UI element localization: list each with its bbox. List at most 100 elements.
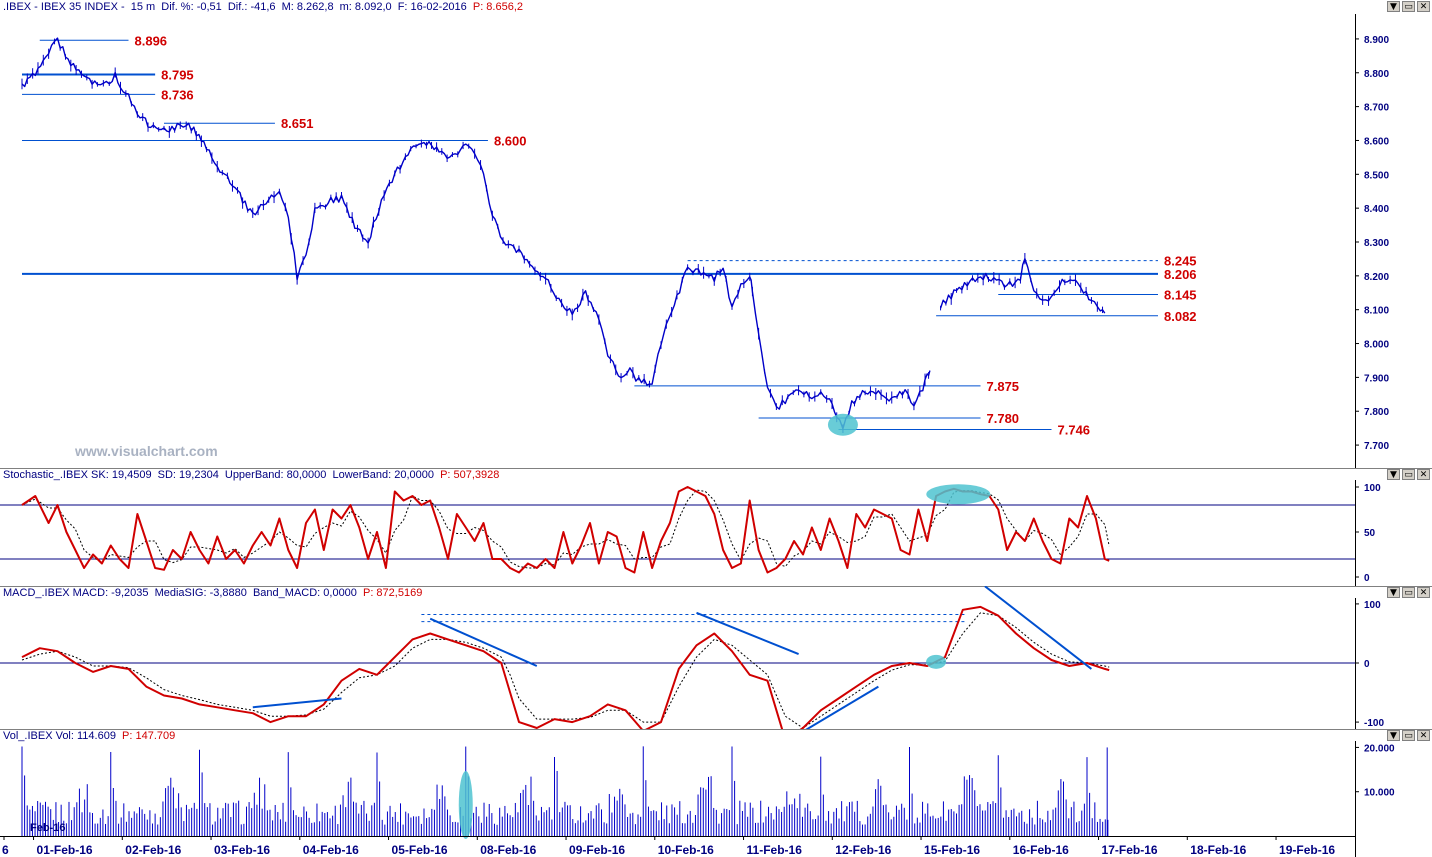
date-tick-label: 05-Feb-16 (392, 843, 448, 857)
minimize-button[interactable]: ▼ (1387, 469, 1400, 480)
close-button[interactable]: ✕ (1417, 587, 1430, 598)
price-panel-title: .IBEX - IBEX 35 INDEX - 15 m Dif. %: -0,… (3, 1, 526, 13)
price-axis-tick-label: 7.900 (1364, 373, 1389, 384)
level-label-8.795: 8.795 (161, 67, 194, 82)
minimize-button[interactable]: ▼ (1387, 730, 1400, 741)
date-tick-label: 17-Feb-16 (1102, 843, 1158, 857)
date-tick-label: 11-Feb-16 (747, 843, 803, 857)
date-tick-label: 6 (2, 843, 9, 857)
date-tick-label: 10-Feb-16 (658, 843, 714, 857)
maximize-button[interactable]: ▭ (1402, 730, 1415, 741)
stochastic-panel-title: Stochastic_.IBEX SK: 19,4509 SD: 19,2304… (3, 469, 502, 481)
stoch-title-part: LowerBand: 20,0000 (332, 469, 434, 481)
macd-trendline (429, 617, 538, 667)
level-label-8.206: 8.206 (1164, 267, 1197, 282)
price-axis-tick-label: 8.200 (1364, 272, 1389, 283)
stochastic-chart: 100 50 0 (0, 468, 1432, 586)
price-panel: 8.900 8.800 8.700 8.600 8.500 8.400 8.300 8.200… (0, 0, 1432, 468)
price-axis-tick-label: 8.300 (1364, 238, 1389, 249)
maximize-button[interactable]: ▭ (1402, 587, 1415, 598)
level-label-8.736: 8.736 (161, 87, 194, 102)
macd-signal-line (21, 612, 1110, 729)
stoch-title-part: Stochastic_.IBEX SK: 19,4509 (3, 469, 152, 481)
vol-title-red: P: 147.709 (122, 730, 176, 742)
price-title-part: .IBEX - IBEX 35 INDEX - (3, 1, 125, 13)
price-axis-tick-label: 7.700 (1364, 441, 1389, 452)
price-title-part: Dif. %: -0,51 (161, 1, 222, 13)
volume-panel-title: Vol_.IBEX Vol: 114.609 P: 147.709 (3, 730, 178, 742)
price-series-segment (21, 37, 931, 430)
highlight-marker (926, 654, 947, 669)
macd-title-part: Band_MACD: 0,0000 (252, 587, 357, 599)
maximize-button[interactable]: ▭ (1402, 1, 1415, 12)
macd-panel-title: MACD_.IBEX MACD: -9,2035 MediaSIG: -3,88… (3, 587, 425, 599)
close-button[interactable]: ✕ (1417, 730, 1430, 741)
highlight-marker (458, 771, 473, 839)
macd-title-part: MACD_.IBEX MACD: -9,2035 (3, 587, 149, 599)
level-label-8.245: 8.245 (1164, 254, 1197, 269)
close-button[interactable]: ✕ (1417, 469, 1430, 480)
stochastic-panel: 100 50 0 Stochastic_.IBEX SK: 19,4509 SD: … (0, 468, 1432, 586)
macd-trendline (696, 611, 799, 656)
stoch-sd-line (21, 489, 1110, 569)
date-tick-label: 19-Feb-16 (1279, 843, 1335, 857)
date-tick-label: 09-Feb-16 (569, 843, 625, 857)
level-label-7.780: 7.780 (987, 411, 1020, 426)
price-axis-tick-label: 8.600 (1364, 136, 1389, 147)
price-axis-tick-label: 7.800 (1364, 407, 1389, 418)
price-axis-tick-label: 8.000 (1364, 340, 1389, 351)
stoch-title-part: SD: 19,2304 (157, 469, 219, 481)
date-tick-label: 01-Feb-16 (37, 843, 93, 857)
minimize-button[interactable]: ▼ (1387, 1, 1400, 12)
stoch-axis-tick-label: 0 (1364, 573, 1370, 584)
price-title-part: Dif.: -41,6 (227, 1, 276, 13)
highlight-marker (827, 413, 858, 436)
price-title-part: F: 16-02-2016 (397, 1, 467, 13)
level-label-8.651: 8.651 (281, 116, 314, 131)
vol-axis-tick-label: 20.000 (1364, 743, 1395, 754)
price-title-red: P: 8.656,2 (472, 1, 524, 13)
title-bar (0, 0, 1432, 14)
price-title-part: M: 8.262,8 (281, 1, 334, 13)
stoch-sk-line (21, 486, 1110, 574)
date-tick-label: 12-Feb-16 (835, 843, 891, 857)
price-chart: 8.900 8.800 8.700 8.600 8.500 8.400 8.300 8.200… (0, 0, 1432, 468)
price-axis-tick-label: 8.900 (1364, 35, 1389, 46)
vol-axis-tick-label: 10.000 (1364, 788, 1395, 799)
level-label-7.875: 7.875 (987, 379, 1020, 394)
macd-trendline (984, 586, 1093, 670)
stoch-axis-tick-label: 100 (1364, 483, 1381, 494)
volume-panel: 20.000 10.000 6 01-Feb-16 02-Feb-16 03-Feb-16… (0, 729, 1432, 857)
stoch-title-red: P: 507,3928 (440, 469, 500, 481)
price-axis-tick-label: 8.400 (1364, 204, 1389, 215)
stoch-axis-tick-label: 50 (1364, 528, 1376, 539)
level-label-8.145: 8.145 (1164, 287, 1197, 302)
date-tick-label: 15-Feb-16 (924, 843, 980, 857)
macd-title-part: MediaSIG: -3,8880 (154, 587, 247, 599)
macd-axis-tick-label: -100 (1364, 718, 1384, 729)
stoch-title-part: UpperBand: 80,0000 (224, 469, 327, 481)
macd-title-red: P: 872,5169 (362, 587, 423, 599)
price-series-segment (939, 258, 1106, 314)
level-label-8.600: 8.600 (494, 133, 527, 148)
macd-panel: 100 0 -100 MACD_.IBEX MACD: -9,2035 MediaS… (0, 586, 1432, 729)
price-window-buttons: ▼ ▭ ✕ (1387, 1, 1430, 12)
close-button[interactable]: ✕ (1417, 1, 1430, 12)
macd-window-buttons: ▼ ▭ ✕ (1387, 587, 1430, 598)
maximize-button[interactable]: ▭ (1402, 469, 1415, 480)
price-axis-tick-label: 8.700 (1364, 103, 1389, 114)
vol-window-buttons: ▼ ▭ ✕ (1387, 730, 1430, 741)
date-tick-label: 08-Feb-16 (480, 843, 536, 857)
macd-line (21, 605, 1110, 729)
minimize-button[interactable]: ▼ (1387, 587, 1400, 598)
volume-left-stub: Feb-16 (30, 822, 66, 834)
price-title-part: 15 m (130, 1, 156, 13)
macd-trendline (252, 697, 342, 709)
date-tick-label: 02-Feb-16 (125, 843, 181, 857)
price-axis-tick-label: 8.100 (1364, 306, 1389, 317)
date-tick-label: 18-Feb-16 (1190, 843, 1246, 857)
watermark: www.visualchart.com (75, 443, 218, 459)
macd-axis-tick-label: 100 (1364, 600, 1381, 611)
macd-trendline (805, 685, 879, 729)
level-label-8.082: 8.082 (1164, 309, 1197, 324)
